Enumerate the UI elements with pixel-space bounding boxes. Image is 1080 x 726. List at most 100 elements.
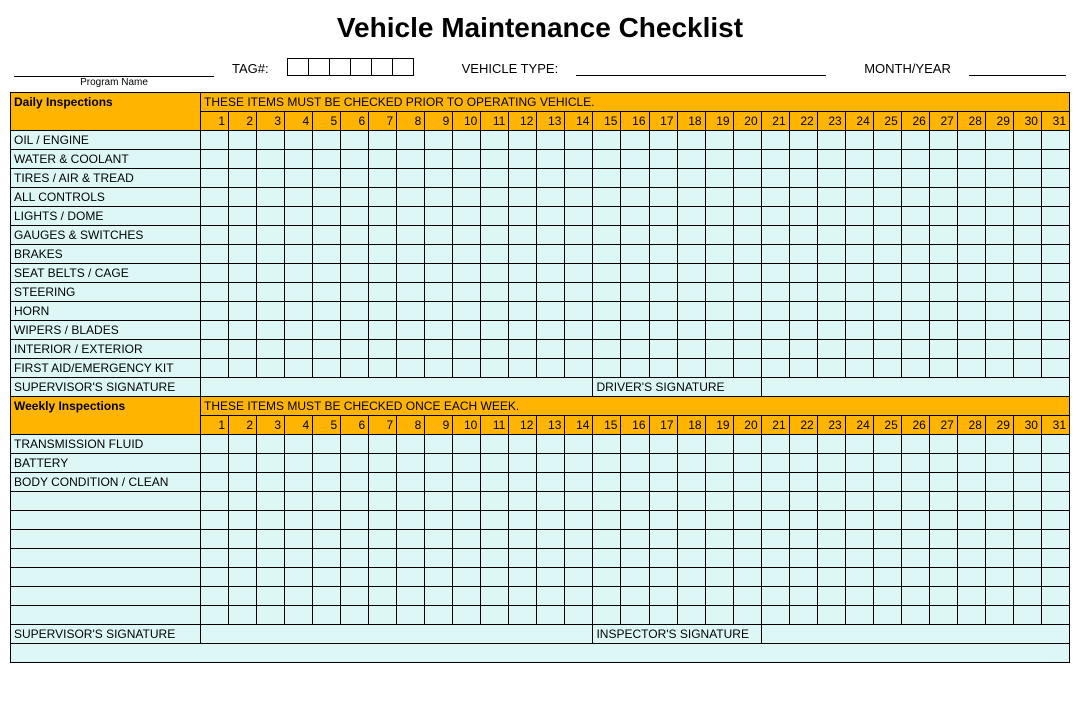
check-cell[interactable] <box>313 568 341 587</box>
check-cell[interactable] <box>901 340 929 359</box>
check-cell[interactable] <box>369 283 397 302</box>
check-cell[interactable] <box>509 492 537 511</box>
check-cell[interactable] <box>817 435 845 454</box>
check-cell[interactable] <box>873 169 901 188</box>
check-cell[interactable] <box>649 587 677 606</box>
check-cell[interactable] <box>537 131 565 150</box>
check-cell[interactable] <box>957 511 985 530</box>
check-cell[interactable] <box>957 359 985 378</box>
check-cell[interactable] <box>845 435 873 454</box>
check-cell[interactable] <box>649 321 677 340</box>
check-cell[interactable] <box>873 492 901 511</box>
check-cell[interactable] <box>901 302 929 321</box>
check-cell[interactable] <box>1041 188 1069 207</box>
check-cell[interactable] <box>1013 264 1041 283</box>
check-cell[interactable] <box>313 549 341 568</box>
check-cell[interactable] <box>761 473 789 492</box>
check-cell[interactable] <box>453 264 481 283</box>
check-cell[interactable] <box>649 283 677 302</box>
check-cell[interactable] <box>929 131 957 150</box>
check-cell[interactable] <box>201 131 229 150</box>
check-cell[interactable] <box>1013 131 1041 150</box>
tag-box[interactable] <box>308 58 330 76</box>
check-cell[interactable] <box>229 568 257 587</box>
check-cell[interactable] <box>817 207 845 226</box>
check-cell[interactable] <box>425 264 453 283</box>
check-cell[interactable] <box>677 359 705 378</box>
check-cell[interactable] <box>201 568 229 587</box>
check-cell[interactable] <box>649 226 677 245</box>
check-cell[interactable] <box>1013 587 1041 606</box>
check-cell[interactable] <box>537 587 565 606</box>
check-cell[interactable] <box>369 226 397 245</box>
check-cell[interactable] <box>453 245 481 264</box>
check-cell[interactable] <box>929 530 957 549</box>
check-cell[interactable] <box>341 606 369 625</box>
check-cell[interactable] <box>453 587 481 606</box>
check-cell[interactable] <box>901 530 929 549</box>
check-cell[interactable] <box>313 188 341 207</box>
check-cell[interactable] <box>649 454 677 473</box>
check-cell[interactable] <box>733 359 761 378</box>
check-cell[interactable] <box>481 587 509 606</box>
check-cell[interactable] <box>873 359 901 378</box>
check-cell[interactable] <box>593 169 621 188</box>
check-cell[interactable] <box>817 169 845 188</box>
check-cell[interactable] <box>341 340 369 359</box>
check-cell[interactable] <box>257 264 285 283</box>
check-cell[interactable] <box>257 169 285 188</box>
check-cell[interactable] <box>453 169 481 188</box>
check-cell[interactable] <box>1041 435 1069 454</box>
check-cell[interactable] <box>397 150 425 169</box>
check-cell[interactable] <box>1041 340 1069 359</box>
check-cell[interactable] <box>817 587 845 606</box>
check-cell[interactable] <box>733 511 761 530</box>
check-cell[interactable] <box>649 359 677 378</box>
check-cell[interactable] <box>817 340 845 359</box>
month-year-field[interactable] <box>969 58 1066 76</box>
check-cell[interactable] <box>873 606 901 625</box>
check-cell[interactable] <box>369 169 397 188</box>
check-cell[interactable] <box>537 473 565 492</box>
check-cell[interactable] <box>285 549 313 568</box>
check-cell[interactable] <box>957 150 985 169</box>
check-cell[interactable] <box>509 530 537 549</box>
check-cell[interactable] <box>789 340 817 359</box>
check-cell[interactable] <box>985 454 1013 473</box>
check-cell[interactable] <box>341 169 369 188</box>
check-cell[interactable] <box>201 511 229 530</box>
check-cell[interactable] <box>229 245 257 264</box>
check-cell[interactable] <box>397 226 425 245</box>
check-cell[interactable] <box>929 587 957 606</box>
check-cell[interactable] <box>649 606 677 625</box>
check-cell[interactable] <box>761 435 789 454</box>
check-cell[interactable] <box>929 169 957 188</box>
check-cell[interactable] <box>425 511 453 530</box>
check-cell[interactable] <box>1041 530 1069 549</box>
check-cell[interactable] <box>677 188 705 207</box>
check-cell[interactable] <box>761 568 789 587</box>
check-cell[interactable] <box>537 321 565 340</box>
check-cell[interactable] <box>705 264 733 283</box>
check-cell[interactable] <box>565 245 593 264</box>
check-cell[interactable] <box>453 226 481 245</box>
check-cell[interactable] <box>369 264 397 283</box>
check-cell[interactable] <box>1013 302 1041 321</box>
check-cell[interactable] <box>537 606 565 625</box>
check-cell[interactable] <box>229 511 257 530</box>
check-cell[interactable] <box>789 150 817 169</box>
check-cell[interactable] <box>285 511 313 530</box>
check-cell[interactable] <box>649 511 677 530</box>
check-cell[interactable] <box>313 302 341 321</box>
check-cell[interactable] <box>229 264 257 283</box>
check-cell[interactable] <box>873 131 901 150</box>
check-cell[interactable] <box>257 188 285 207</box>
tag-box[interactable] <box>371 58 393 76</box>
check-cell[interactable] <box>985 226 1013 245</box>
check-cell[interactable] <box>1041 302 1069 321</box>
check-cell[interactable] <box>1013 321 1041 340</box>
check-cell[interactable] <box>1013 340 1041 359</box>
check-cell[interactable] <box>761 606 789 625</box>
check-cell[interactable] <box>733 264 761 283</box>
check-cell[interactable] <box>453 435 481 454</box>
